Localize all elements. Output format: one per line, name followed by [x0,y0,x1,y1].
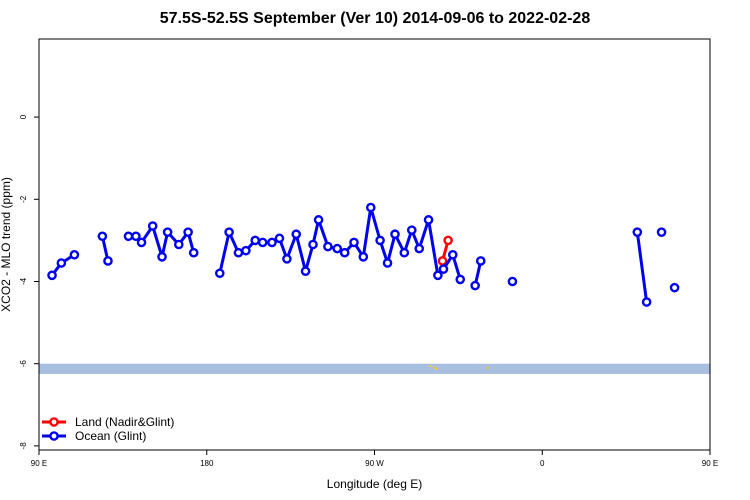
data-point [136,237,147,248]
data-point [433,270,443,281]
y-tick-label: -2 [19,195,28,203]
x-tick-label: 0 [540,459,545,468]
data-point [358,252,369,262]
data-point [147,221,158,231]
series-line [635,231,649,303]
chart-title: 57.5S-52.5S September (Ver 10) 2014-09-0… [159,10,591,27]
data-point [669,282,680,293]
data-point [103,256,113,266]
x-axis-label: Longitude (deg E) [327,477,422,491]
data-point [375,235,385,246]
data-point [656,227,667,237]
data-point [282,254,292,264]
y-axis-ticks: 0 -2 -4 -6 -8 [19,114,39,449]
land-speck [486,366,490,370]
data-point [641,297,652,307]
data-point [382,258,393,268]
data-point [131,231,141,242]
x-tick-label: 180 [200,459,214,468]
data-point [313,215,324,225]
data-point [632,227,643,237]
data-point [274,233,285,244]
data-point [173,239,184,250]
data-point [406,225,417,235]
legend: Land (Nadir&Glint)Ocean (Glint) [42,415,174,443]
data-point [349,237,359,248]
data-point [438,264,449,274]
data-point [47,270,57,281]
data-point [97,231,108,242]
data-point [183,227,193,237]
x-tick-label: 90 E [31,459,47,468]
ocean-band-layer [39,363,710,374]
land-speck [429,364,432,368]
y-tick-label: -8 [19,442,28,450]
x-tick-label: 90 W [365,459,384,468]
y-tick-label: 0 [19,114,28,119]
x-axis-ticks: 90 E 180 90 W 0 90 E [31,450,718,468]
data-point [339,247,350,258]
data-point [300,266,311,277]
data-point [447,249,458,260]
data-point [123,231,134,242]
data-point [323,241,333,252]
data-point [455,274,466,285]
data-point [308,239,318,250]
data-point [188,247,199,258]
data-point [69,249,80,260]
data-point [250,235,261,246]
land-speck [432,366,436,370]
land-speck [435,367,439,370]
data-point [291,229,302,240]
data-point [267,237,277,248]
data-point [365,202,376,213]
data-point [475,256,486,266]
data-point [437,256,448,266]
legend-marker [49,417,59,427]
data-point [470,280,480,291]
legend-marker [49,431,59,441]
data-point [224,227,234,237]
data-point [157,252,167,262]
data-point [390,229,400,240]
data-point [162,227,173,237]
data-point [257,237,268,248]
data-point [233,247,244,258]
y-tick-label: -6 [19,360,28,368]
data-point [56,258,67,268]
ocean-band [39,363,710,374]
legend-label: Land (Nadir&Glint) [75,415,174,429]
data-point [507,276,518,287]
data-point [332,243,343,254]
data-point [423,215,434,225]
data-point [214,268,225,279]
legend-label: Ocean (Glint) [75,429,146,443]
x-tick-label: 90 E [702,459,718,468]
data-point [414,243,425,254]
y-axis-label: XCO2 - MLO trend (ppm) [0,177,13,312]
data-point [241,245,251,256]
series-layer [47,202,680,307]
y-tick-label: -4 [19,277,28,285]
data-point [443,235,453,246]
data-point [399,247,410,258]
